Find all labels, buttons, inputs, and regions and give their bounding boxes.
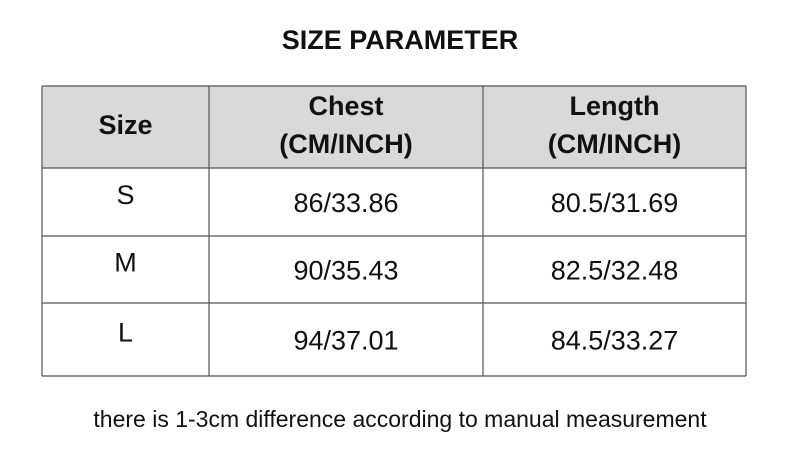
header-cell: Size (98, 110, 152, 140)
header-cell: Chest (308, 91, 383, 121)
measure-cell: 86/33.86 (293, 188, 398, 218)
size-table: Size Chest (CM/INCH) Length (CM/INCH) S 86/33.… (41, 85, 747, 377)
measure-cell: 90/35.43 (293, 256, 398, 286)
measure-cell: 84.5/33.27 (551, 326, 679, 356)
note: there is 1-3cm difference according to m… (93, 406, 707, 432)
size-cell: L (118, 318, 133, 348)
size-cell: M (114, 248, 137, 278)
header-cell: Length (570, 91, 660, 121)
header-cell: (CM/INCH) (548, 129, 681, 159)
measure-cell: 82.5/32.48 (551, 256, 679, 286)
header-cell: (CM/INCH) (279, 129, 412, 159)
size-cell: S (116, 180, 134, 210)
measure-cell: 94/37.01 (293, 326, 398, 356)
measure-cell: 80.5/31.69 (551, 188, 679, 218)
title: SIZE PARAMETER (282, 25, 519, 55)
header-background (42, 86, 746, 168)
